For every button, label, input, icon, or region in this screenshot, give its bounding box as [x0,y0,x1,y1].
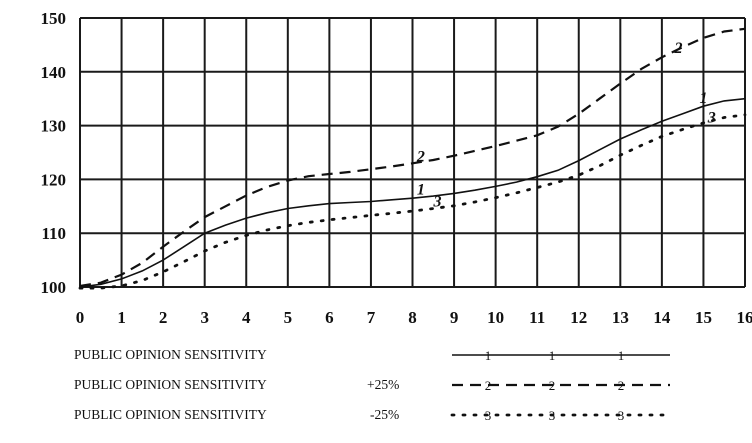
x-tick-label: 0 [76,308,85,327]
x-tick-label: 1 [117,308,126,327]
x-tick-label: 13 [612,308,629,327]
x-tick-label: 8 [408,308,417,327]
x-tick-label: 2 [159,308,168,327]
x-tick-label: 5 [284,308,293,327]
x-tick-label: 7 [367,308,376,327]
x-tick-label: 6 [325,308,334,327]
legend-marker: 2 [485,378,492,393]
grid [79,17,746,288]
legend-label: PUBLIC OPINION SENSITIVITY [74,407,267,422]
y-tick-label: 100 [41,278,67,297]
x-tick-label: 9 [450,308,459,327]
x-tick-label: 15 [695,308,712,327]
x-tick-label: 10 [487,308,504,327]
y-tick-label: 130 [41,117,67,136]
curve-label: 1 [417,181,425,198]
series-lines [78,27,747,290]
legend-marker: 1 [618,348,625,363]
legend-marker: 3 [549,408,556,423]
curve-label: 3 [432,193,441,210]
y-tick-label: 110 [41,224,66,243]
legend-marker: 1 [485,348,492,363]
y-axis-ticks: 100 110 120 130 140 150 [41,9,67,297]
y-tick-label: 140 [41,63,67,82]
legend-modifier: +25% [367,377,399,392]
x-tick-label: 14 [653,308,671,327]
legend-marker: 3 [485,408,492,423]
x-tick-label: 12 [570,308,587,327]
curve-label: 2 [674,40,683,57]
x-tick-label: 3 [200,308,209,327]
legend-modifier: -25% [370,407,399,422]
legend-marker: 3 [618,408,625,423]
x-tick-label: 4 [242,308,251,327]
x-tick-label: 16 [737,308,752,327]
legend-marker: 2 [549,378,556,393]
legend-label: PUBLIC OPINION SENSITIVITY [74,347,267,362]
series-line-1 [79,97,746,288]
legend-marker: 2 [618,378,625,393]
x-tick-label: 11 [529,308,545,327]
curve-label: 2 [416,149,425,166]
curve-labels: 1 1 2 2 3 3 [416,40,716,210]
y-tick-label: 150 [41,9,67,28]
y-tick-label: 120 [41,170,67,189]
legend: PUBLIC OPINION SENSITIVITY 1 1 1 PUBLIC OPIN… [74,347,672,423]
series-line-2 [79,27,746,287]
curve-label: 3 [707,109,716,126]
curve-label: 1 [699,90,707,107]
x-axis-ticks: 0 1 2 3 4 5 6 7 8 9 10 11 12 13 14 15 16 [76,308,752,327]
legend-label: PUBLIC OPINION SENSITIVITY [74,377,267,392]
legend-marker: 1 [549,348,556,363]
